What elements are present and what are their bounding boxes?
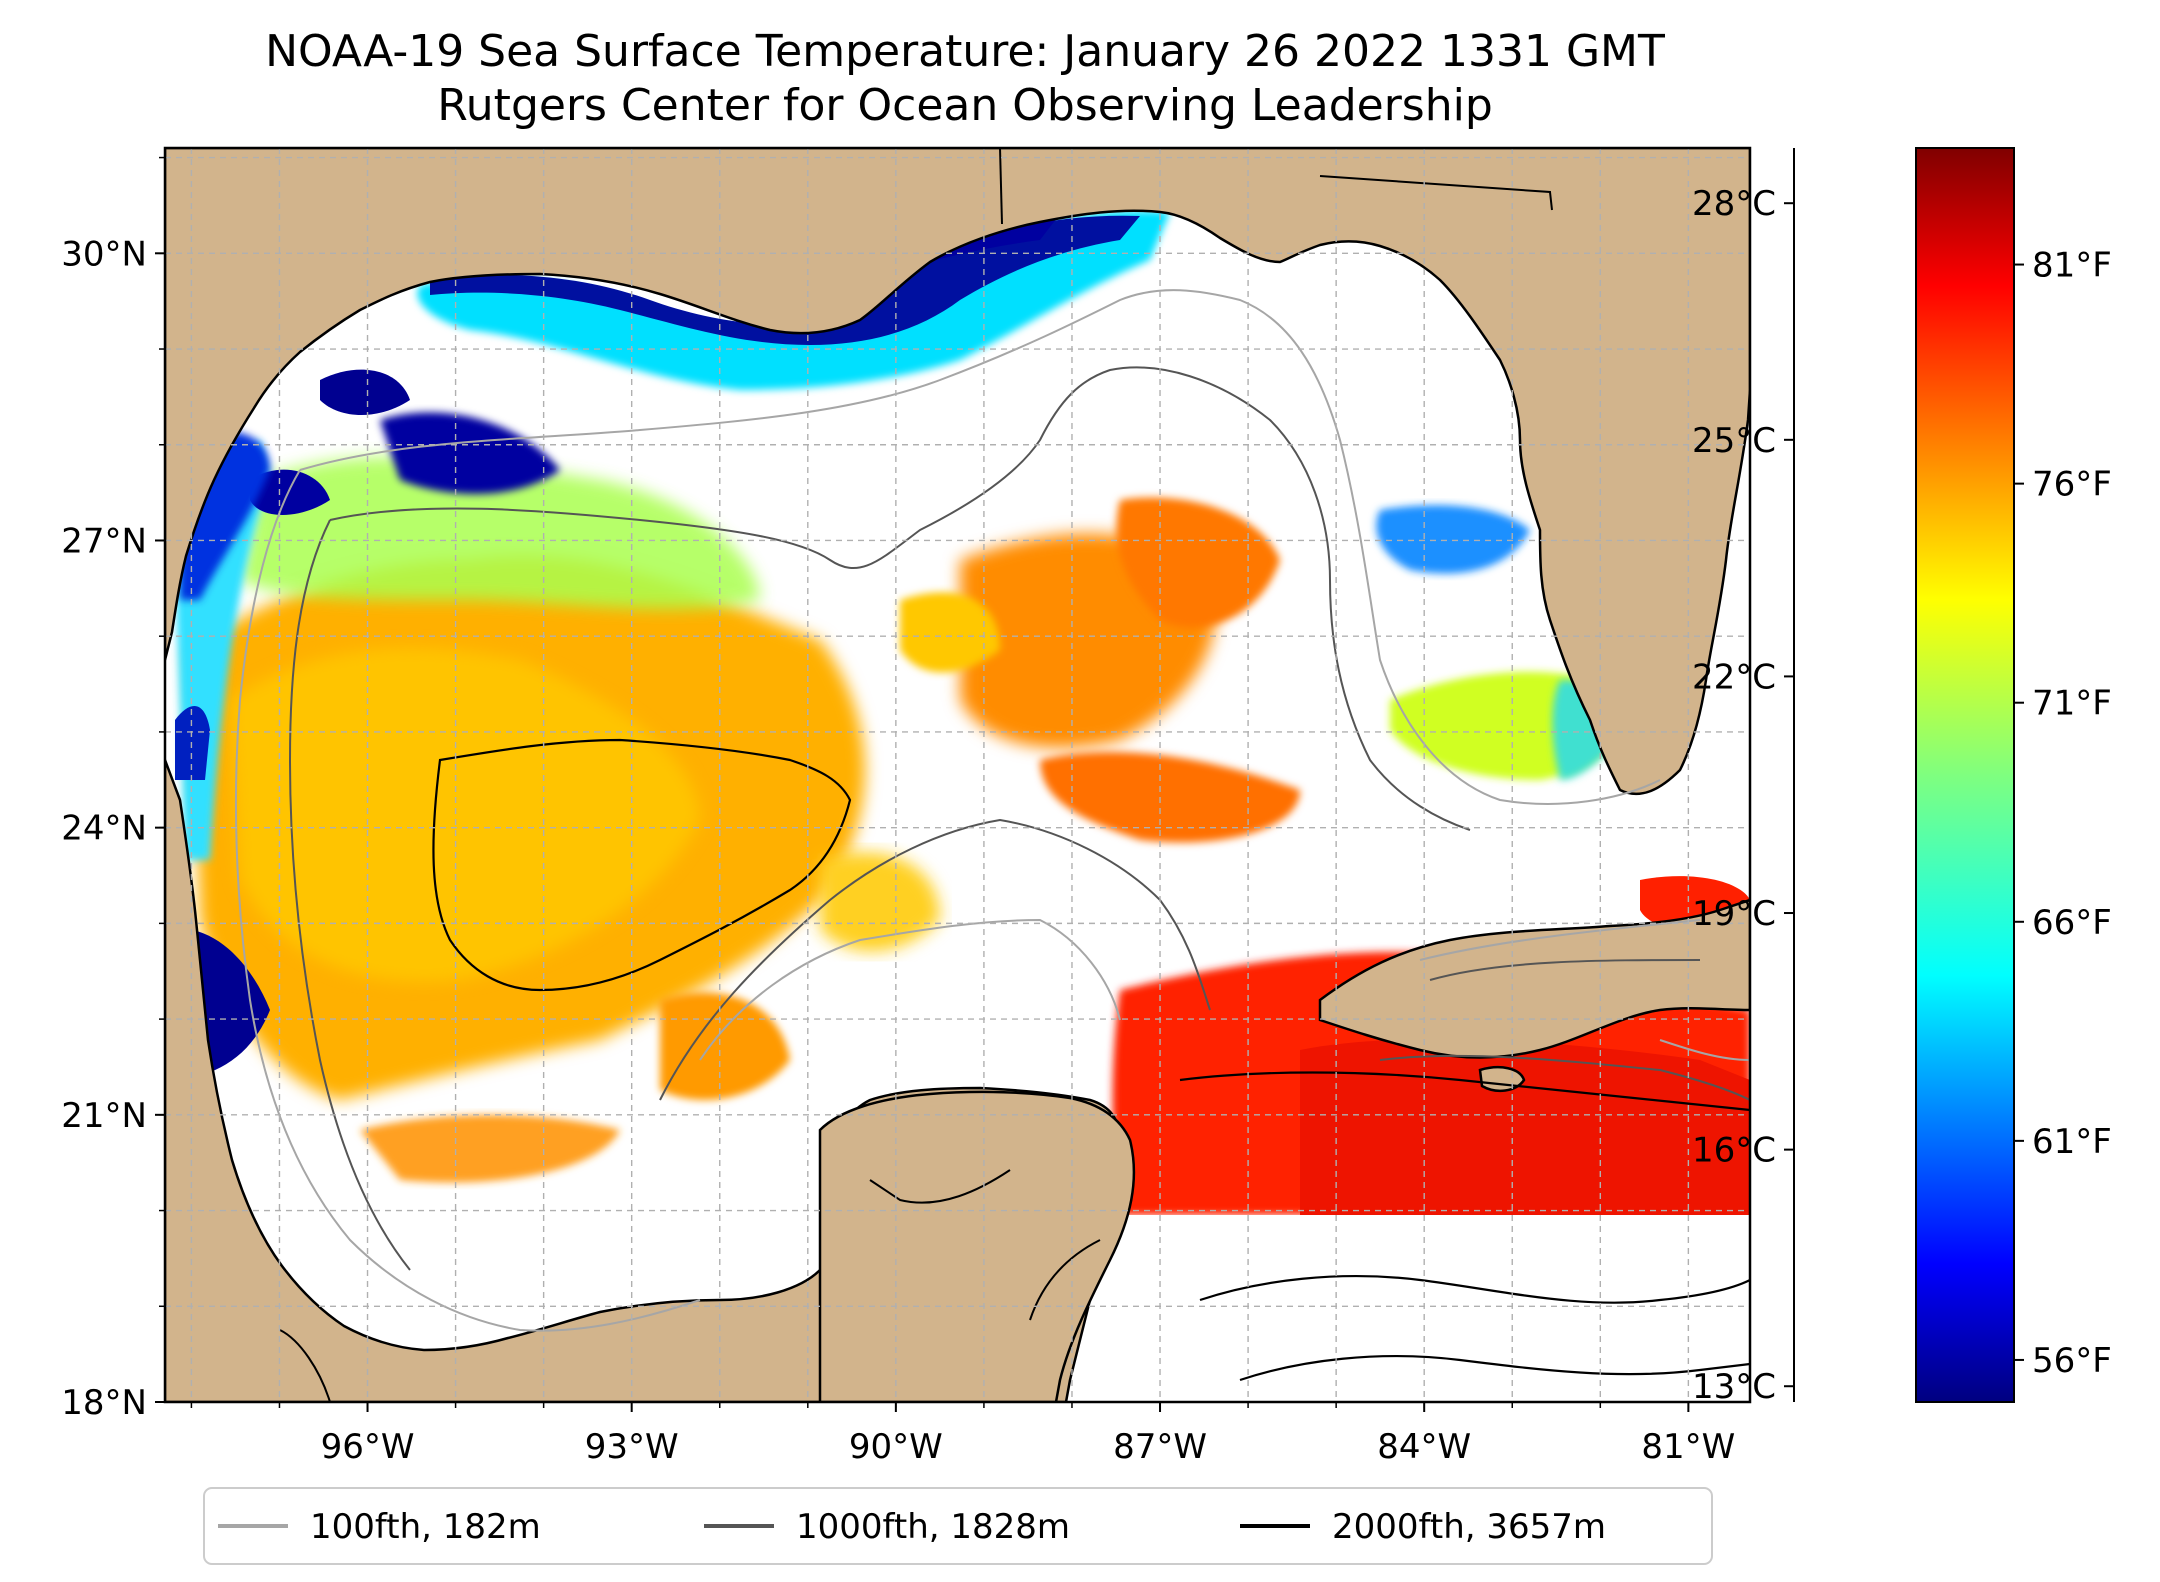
map-title: NOAA-19 Sea Surface Temperature: January… [265,26,1665,77]
lat-tick-label: 27°N [61,521,147,561]
fahrenheit-tick-label: 56°F [2032,1341,2112,1381]
legend-label-1000fth: 1000fth, 1828m [796,1507,1070,1547]
fahrenheit-tick-label: 81°F [2032,246,2112,286]
legend: 100fth, 182m 1000fth, 1828m 2000fth, 365… [203,1487,1713,1565]
colorbar-fahrenheit-axis: 81°F 76°F 71°F 66°F 61°F 56°F [2014,246,2112,1381]
lon-tick-label: 90°W [849,1427,943,1467]
map-frame [163,146,1752,1404]
legend-label-100fth: 100fth, 182m [310,1507,541,1547]
gridlines [165,148,1750,1402]
legend-item-2000fth: 2000fth, 3657m [1240,1507,1606,1547]
celsius-tick-label: 28°C [1692,184,1776,224]
celsius-tick-label: 25°C [1692,421,1776,461]
fahrenheit-tick-label: 61°F [2032,1122,2112,1162]
colorbar-celsius-axis: 28°C 25°C 22°C 19°C 16°C 13°C [1692,148,1795,1407]
fahrenheit-tick-label: 66°F [2032,903,2112,943]
legend-label-2000fth: 2000fth, 3657m [1332,1507,1606,1547]
legend-item-100fth: 100fth, 182m [218,1507,541,1547]
celsius-tick-label: 19°C [1692,894,1776,934]
isobath-2000fth [432,738,1750,1382]
lat-tick-label: 30°N [61,234,147,274]
lon-tick-label: 96°W [321,1427,415,1467]
borders [279,148,1553,1402]
lat-tick-label: 21°N [61,1096,147,1136]
lat-tick-label: 18°N [61,1383,147,1423]
land-masses [165,148,1750,1402]
longitude-axis: 96°W 93°W 90°W 87°W 84°W 81°W [190,1402,1735,1467]
lon-tick-label: 87°W [1113,1427,1207,1467]
map-subtitle: Rutgers Center for Ocean Observing Leade… [437,80,1493,131]
celsius-tick-label: 22°C [1692,657,1776,697]
colorbar [1915,147,2015,1403]
fahrenheit-tick-label: 76°F [2032,465,2112,505]
isobath-1000fth [288,366,1750,1271]
map-area [165,148,1750,1402]
legend-item-1000fth: 1000fth, 1828m [704,1507,1070,1547]
fahrenheit-tick-label: 71°F [2032,684,2112,724]
lon-tick-label: 81°W [1641,1427,1735,1467]
lon-tick-label: 93°W [585,1427,679,1467]
celsius-tick-label: 16°C [1692,1131,1776,1171]
lon-tick-label: 84°W [1377,1427,1471,1467]
isobath-100fth [234,289,1750,1332]
lat-tick-label: 24°N [61,809,147,849]
celsius-tick-label: 13°C [1692,1367,1776,1407]
latitude-axis: 30°N 27°N 24°N 21°N 18°N [61,156,165,1423]
